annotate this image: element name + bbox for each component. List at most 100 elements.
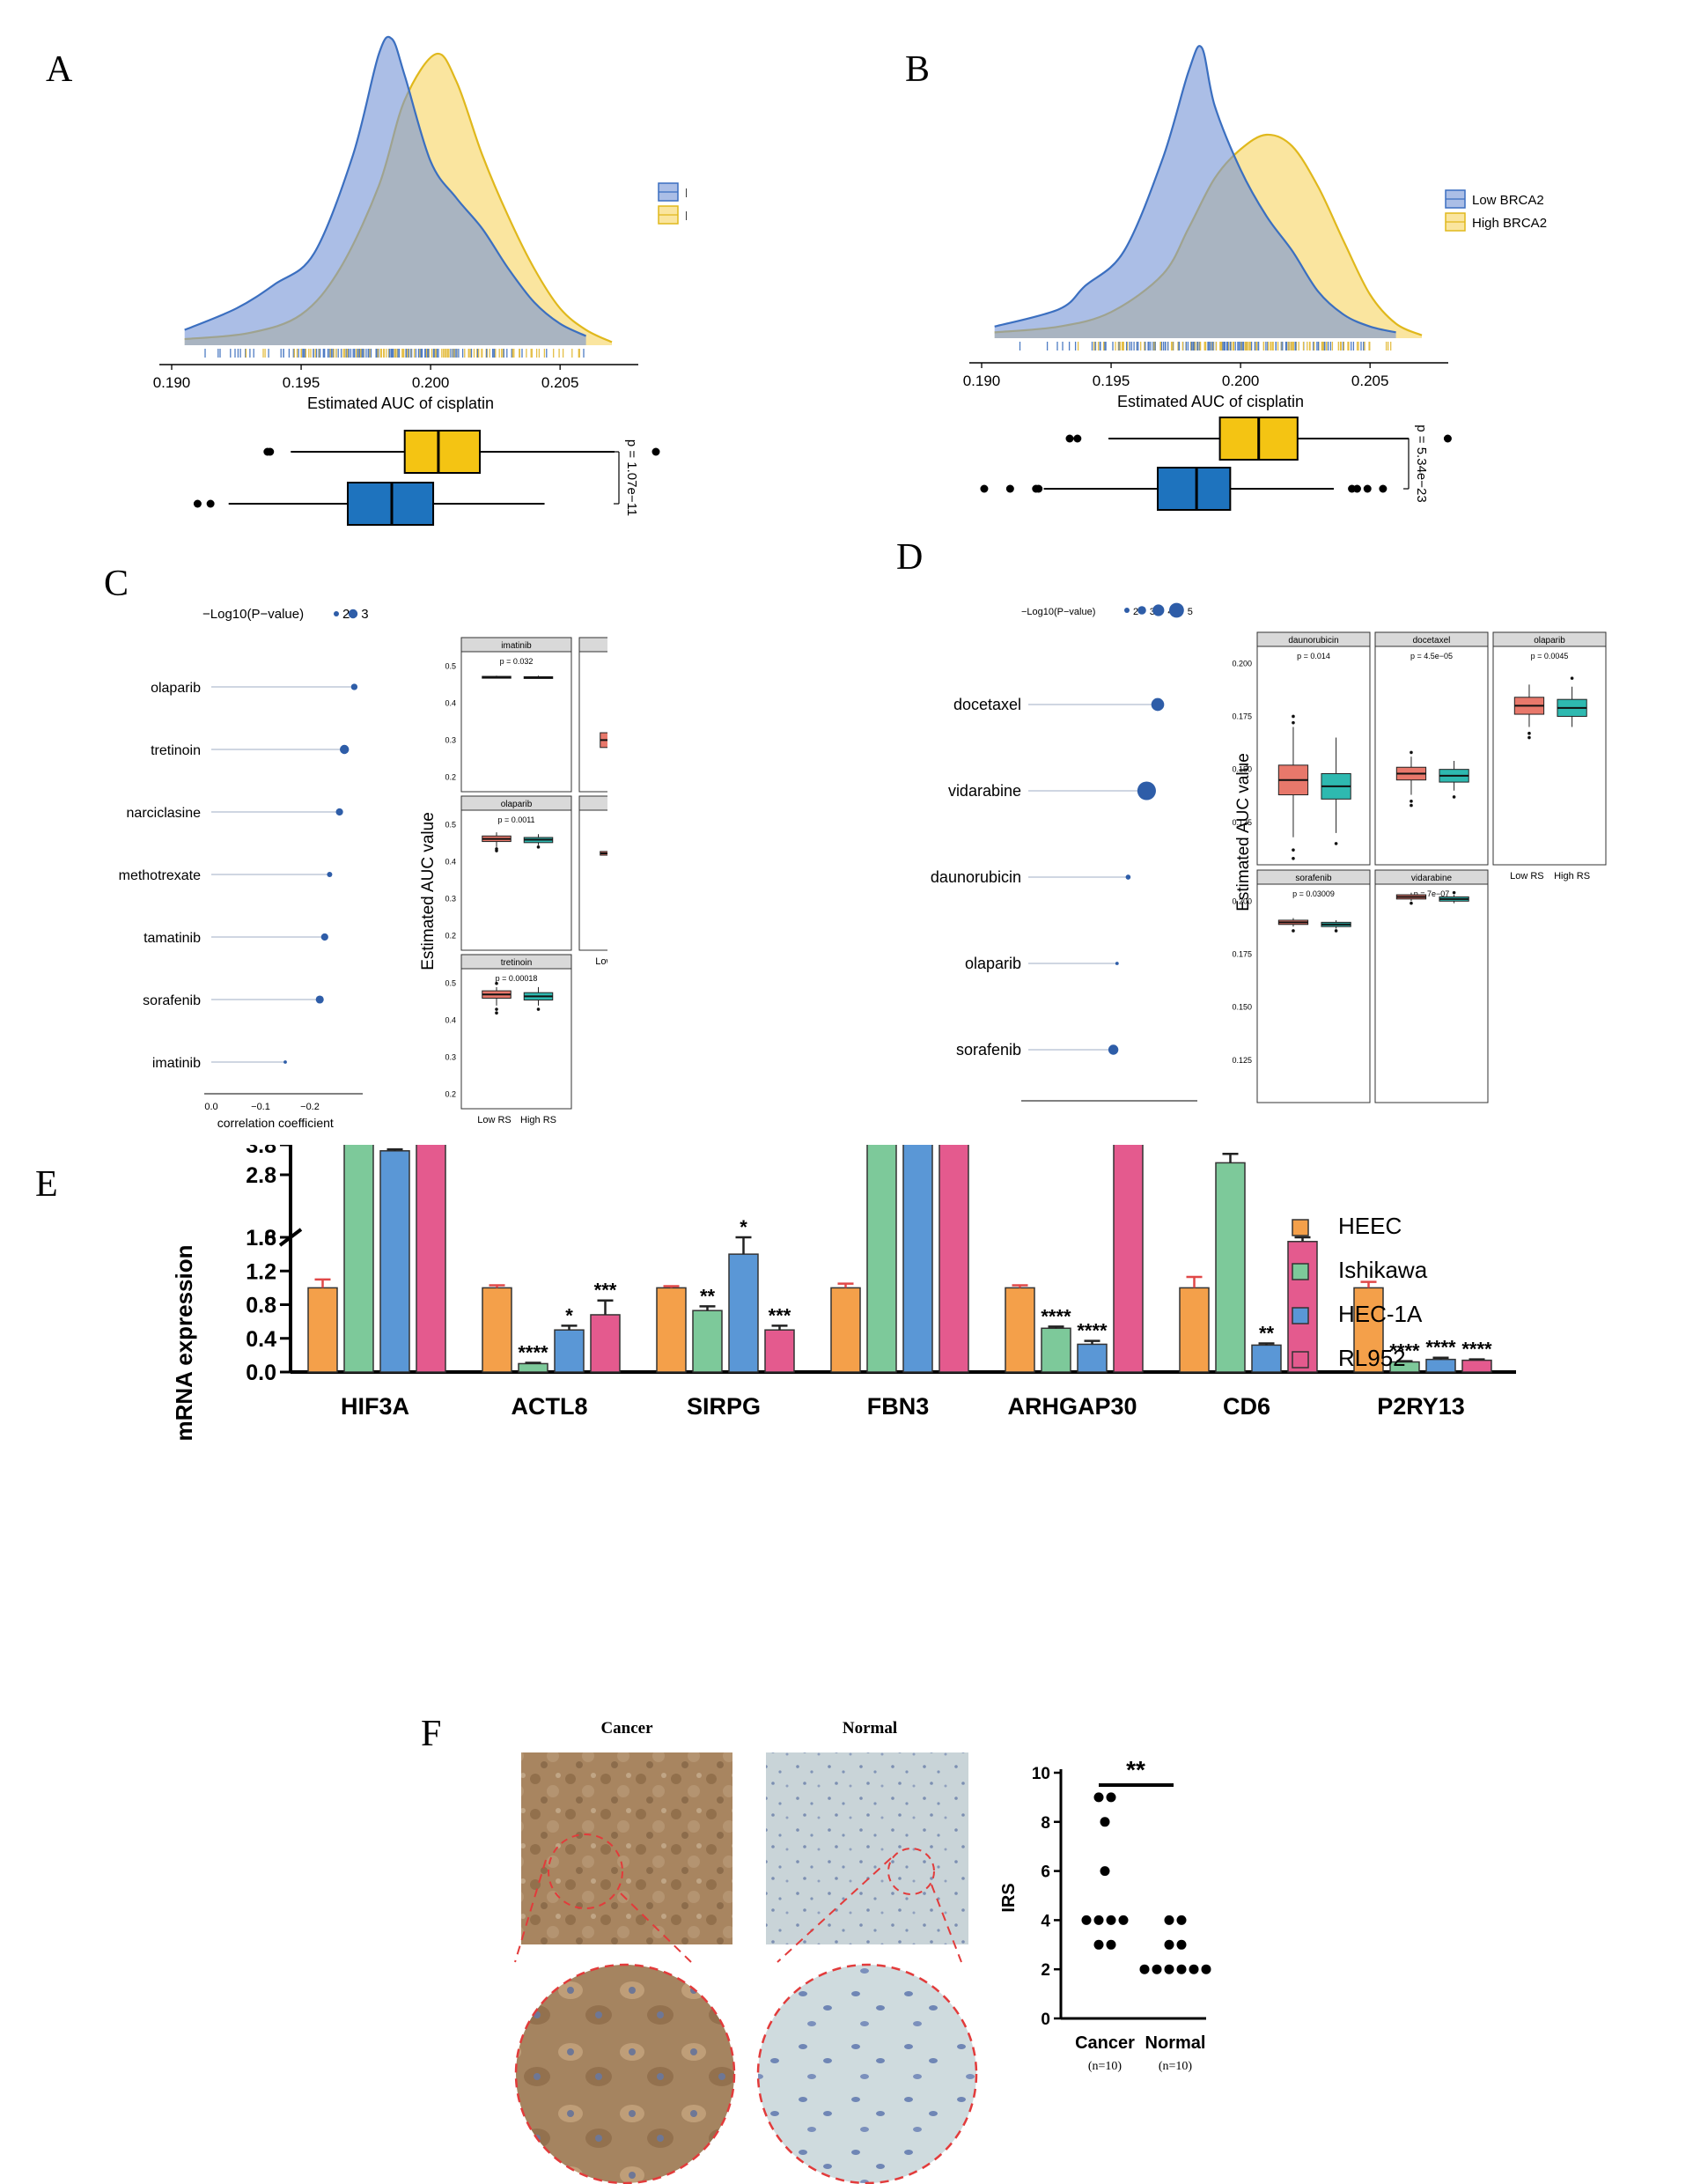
e-y-axis-title: mRNA expression: [171, 1245, 197, 1442]
f-dot-normal: [1189, 1964, 1199, 1974]
d2-facet-y-tick: 0.150: [1232, 1003, 1252, 1012]
b-box-low-iqr: [1157, 467, 1232, 511]
a-density-line-0: [184, 35, 587, 337]
e-y-tick-label: 1.2: [246, 1259, 276, 1284]
e-significance: ***: [1219, 1145, 1242, 1155]
f-dot-cancer: [1093, 1792, 1104, 1803]
f-ihc-image-normal: [766, 1752, 968, 1944]
e-bar-rl952: [1461, 1359, 1492, 1373]
e-y-tick-label: 0.4: [246, 1327, 276, 1352]
panel-c: C −Log10(P−value) 2 3 olaparib tretinoin narc…: [104, 564, 607, 1127]
c-facet-y-tick: 0.4: [445, 858, 456, 867]
c-facet-outlier: [536, 845, 541, 849]
c-lollipop-dot: [350, 683, 358, 690]
f-x-n: (n=10): [1088, 2060, 1123, 2073]
f-dot-cancer: [1100, 1866, 1110, 1877]
panel-e: E 1.61.20.80.40.05.84.83.82.81.85036228m…: [35, 1145, 1516, 1442]
d-facet-panel: [1374, 646, 1489, 866]
panel-f: F Cancer Normal 0 2 4 6 8 10 IRS Cancer (n=10) Norm…: [421, 1714, 1211, 2184]
d2-facet-panel: [1256, 883, 1371, 1103]
d2-facet-outlier: [1452, 890, 1456, 895]
b-pvalue: p = 5.34e−23: [1414, 424, 1429, 502]
f-dot-normal: [1176, 1915, 1187, 1925]
b-x-axis-title: Estimated AUC of cisplatin: [1117, 393, 1304, 410]
f-zoom-connector: [777, 1857, 892, 1963]
b-density-fill-0: [994, 46, 1396, 338]
c-lollipop-dot: [340, 744, 350, 755]
f-x-label: Cancer: [1075, 2033, 1135, 2053]
c-facet-y-tick: 0.2: [445, 1089, 456, 1098]
e-y-tick-label: 0.0: [246, 1361, 276, 1385]
c-facet-outlier: [536, 1007, 541, 1011]
e-bar-heec: [307, 1287, 338, 1373]
f-y-axis-title: IRS: [999, 1883, 1019, 1912]
d-facet-outlier: [1292, 856, 1295, 860]
c-legend-dot: [334, 611, 339, 616]
f-dot-normal: [1164, 1964, 1174, 1974]
b-legend-label-0: Low BRCA2: [1472, 193, 1544, 208]
d-facet-pvalue: p = 0.0045: [1531, 652, 1569, 660]
d-lollipop-dot: [1137, 781, 1156, 801]
c-lollipop-dot: [283, 1060, 287, 1064]
d-facet-panel: [1492, 646, 1607, 866]
e-significance: ****: [379, 1145, 410, 1150]
f-zoom-connector: [620, 1893, 692, 1963]
a-legend-label-0: Low BRCA1: [685, 186, 687, 201]
e-bar-ishikawa: [692, 1310, 723, 1373]
e-legend-label: RL952: [1338, 1345, 1406, 1371]
c-facet-panel: [460, 651, 572, 793]
e-legend-swatch: [1292, 1263, 1309, 1280]
b-box-high-outlier: [1073, 434, 1082, 443]
d-lollipop-tick: −0.2: [1093, 1109, 1112, 1110]
e-bar-rl952: [764, 1329, 795, 1373]
c-legend-title: −Log10(P−value): [202, 607, 304, 622]
d2-facet-y-tick: 0.200: [1232, 896, 1252, 905]
c-facet-x-label: Low RS: [595, 956, 607, 967]
c-facet-y-tick: 0.5: [445, 821, 456, 830]
c-facet-x-label: High RS: [520, 1115, 556, 1125]
b-box-low-outlier: [1005, 484, 1014, 493]
e-bar-heec: [482, 1287, 512, 1373]
e-category-label: ACTL8: [512, 1393, 588, 1420]
e-significance: ***: [769, 1304, 791, 1326]
a-x-tick-label: 0.205: [541, 374, 579, 391]
d2-facet-pvalue: p = 0.03009: [1292, 889, 1335, 898]
a-density-fill-0: [184, 36, 586, 345]
e-bar-hec-1a: [1425, 1358, 1456, 1373]
d-facet-title: docetaxel: [1413, 636, 1451, 646]
e-bar-rl952: [416, 1145, 446, 1373]
d-facet-outlier: [1452, 795, 1456, 799]
a-pvalue: p = 1.07e−11: [624, 439, 639, 516]
e-category-label: ARHGAP30: [1007, 1393, 1137, 1420]
panel-d-letter: D: [896, 537, 923, 578]
e-bar-hec-1a: [1077, 1343, 1108, 1373]
panel-f-letter: F: [421, 1714, 441, 1754]
d-legend-dot: [1124, 608, 1130, 613]
f-dot-cancer: [1118, 1915, 1129, 1925]
e-bar-hec-1a: [728, 1253, 759, 1373]
d-lollipop-dot: [1125, 874, 1131, 880]
d-lollipop-dot: [1108, 1044, 1119, 1055]
d-lollipop-dot: [1151, 697, 1165, 712]
e-significance: *: [740, 1216, 747, 1238]
d2-facet-y-tick: 0.175: [1232, 949, 1252, 958]
d-facet-outlier: [1292, 848, 1295, 852]
e-bar-rl952: [939, 1145, 969, 1373]
f-x-n: (n=10): [1159, 2060, 1193, 2073]
f-dot-normal: [1139, 1964, 1150, 1974]
e-legend-label: HEEC: [1338, 1213, 1402, 1239]
b-x-tick-label: 0.200: [1222, 373, 1260, 389]
c-lollipop-tick: 0.0: [204, 1102, 217, 1112]
c-drug-label: tretinoin: [151, 743, 201, 758]
c-facet-y-tick: 0.3: [445, 1052, 456, 1061]
d-facet-y-tick: 0.200: [1232, 659, 1252, 668]
d2-facet-x-label: High RS: [1436, 1109, 1472, 1110]
a-box-high-outlier: [651, 447, 660, 456]
d-facet-panel: [1256, 646, 1371, 866]
c-drug-label: narciclasine: [127, 806, 202, 821]
e-bar-rl952: [1113, 1145, 1144, 1373]
c-drug-label: imatinib: [152, 1056, 201, 1071]
d2-facet-panel: [1374, 883, 1489, 1103]
b-box-low-outlier: [980, 484, 989, 493]
f-y-tick-label: 0: [1041, 2011, 1050, 2029]
